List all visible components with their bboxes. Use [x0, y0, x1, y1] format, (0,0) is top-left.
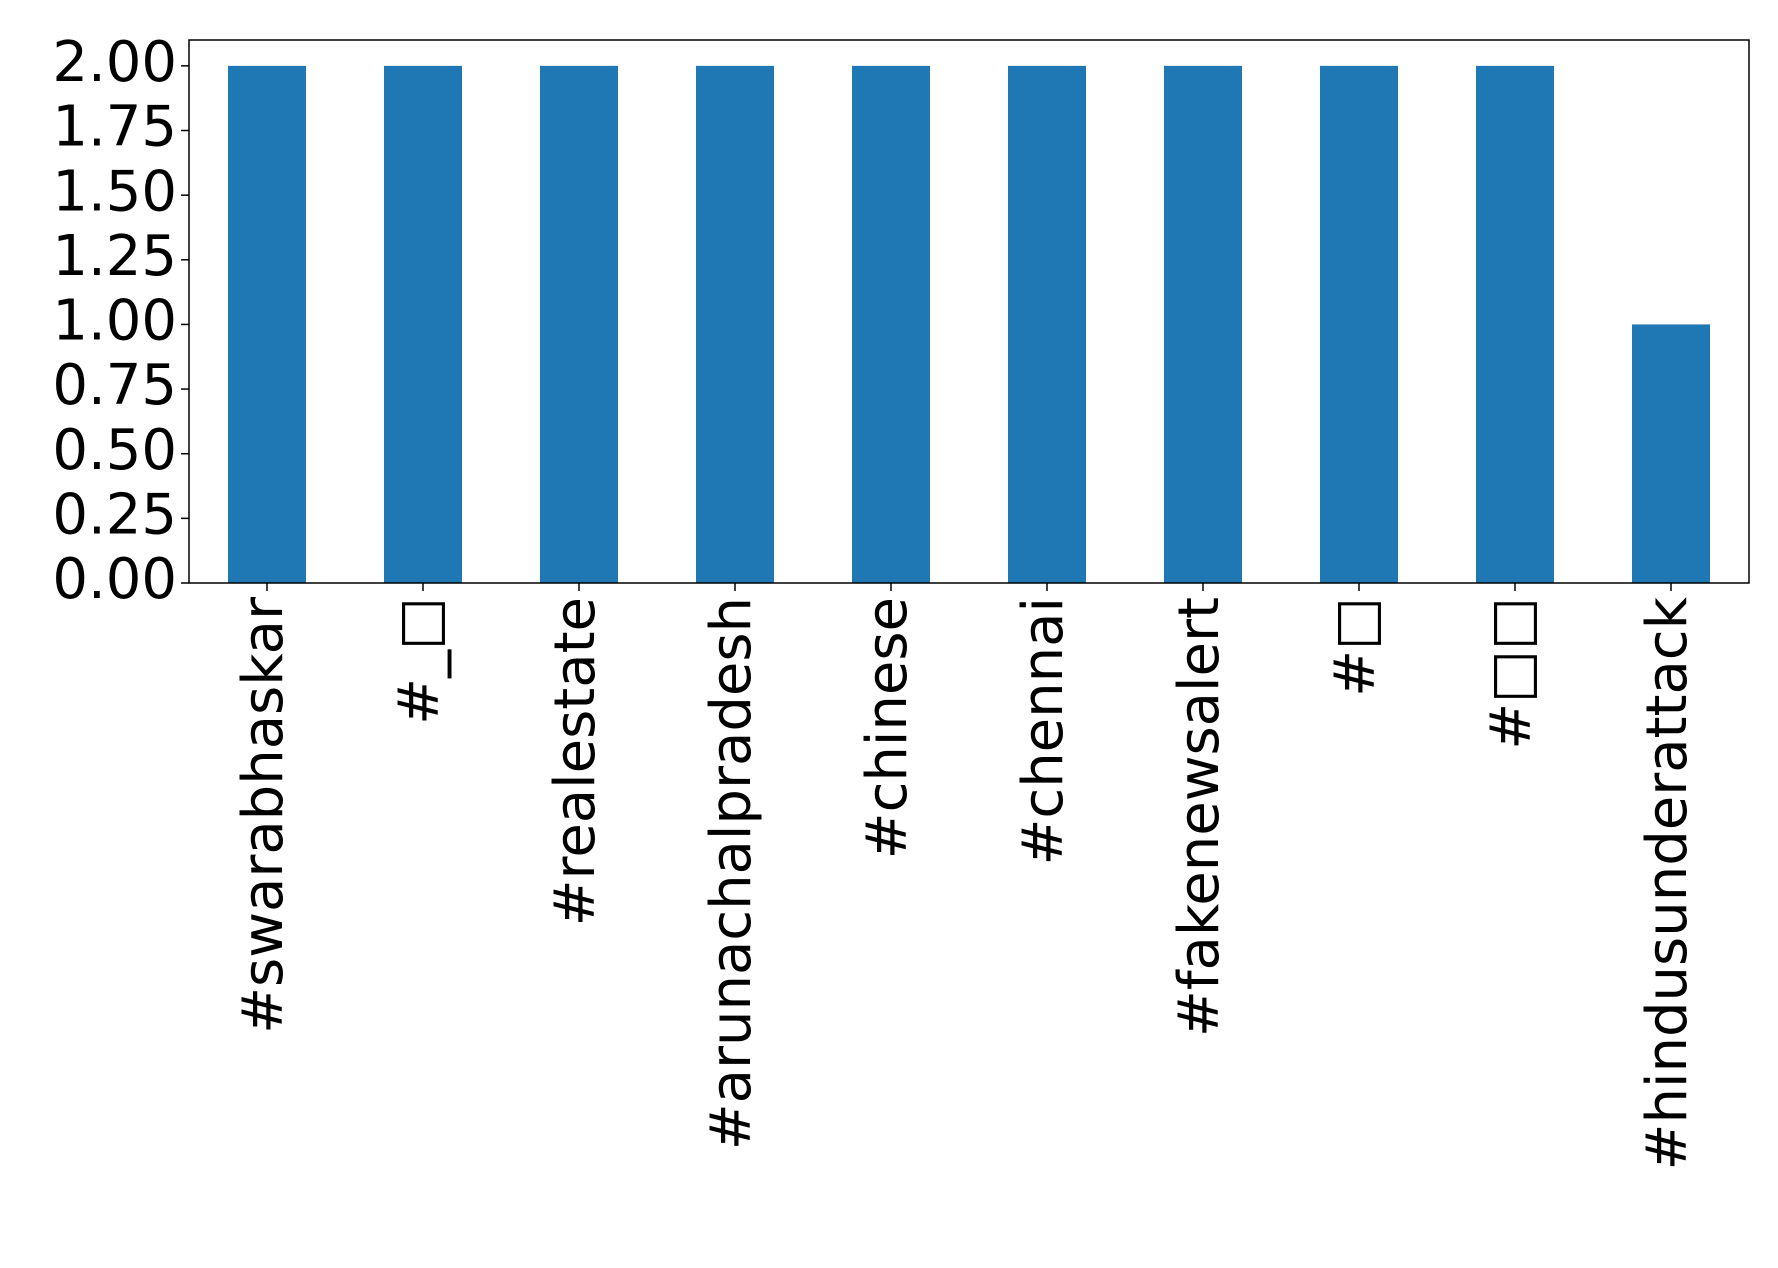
- x-tick-label: #chinese: [855, 597, 920, 859]
- x-tick-label: #□: [1323, 597, 1388, 697]
- bar: [1164, 65, 1242, 584]
- y-tick-label: 0.75: [52, 353, 177, 418]
- y-tick-label: 0.50: [52, 418, 177, 483]
- bar: [228, 65, 306, 584]
- bar: [1476, 65, 1554, 584]
- bar: [1008, 65, 1086, 584]
- bar: [1320, 65, 1398, 584]
- y-tick-label: 1.50: [52, 159, 177, 224]
- y-tick-label: 1.75: [52, 95, 177, 160]
- y-tick-label: 0.25: [52, 482, 177, 547]
- x-tick-label: #□□: [1479, 597, 1544, 750]
- x-tick-label: #swarabhaskar: [231, 596, 296, 1034]
- x-tick-label: #realestate: [543, 597, 608, 926]
- x-tick-label: #hindusunderattack: [1635, 596, 1700, 1170]
- bar: [540, 65, 618, 584]
- bar: [696, 65, 774, 584]
- bar: [384, 65, 462, 584]
- axes-frame: [188, 39, 1750, 584]
- x-tick-label: #fakenewsalert: [1167, 597, 1232, 1037]
- y-tick-label: 1.00: [52, 289, 177, 354]
- y-tick-label: 2.00: [52, 30, 177, 95]
- bar: [852, 65, 930, 584]
- y-tick-label: 1.25: [52, 224, 177, 289]
- x-tick-label: #_□: [387, 597, 452, 725]
- x-tick-label: #chennai: [1011, 597, 1076, 866]
- y-tick-label: 0.00: [52, 547, 177, 612]
- bar: [1632, 324, 1710, 583]
- x-tick-label: #arunachalpradesh: [699, 597, 764, 1150]
